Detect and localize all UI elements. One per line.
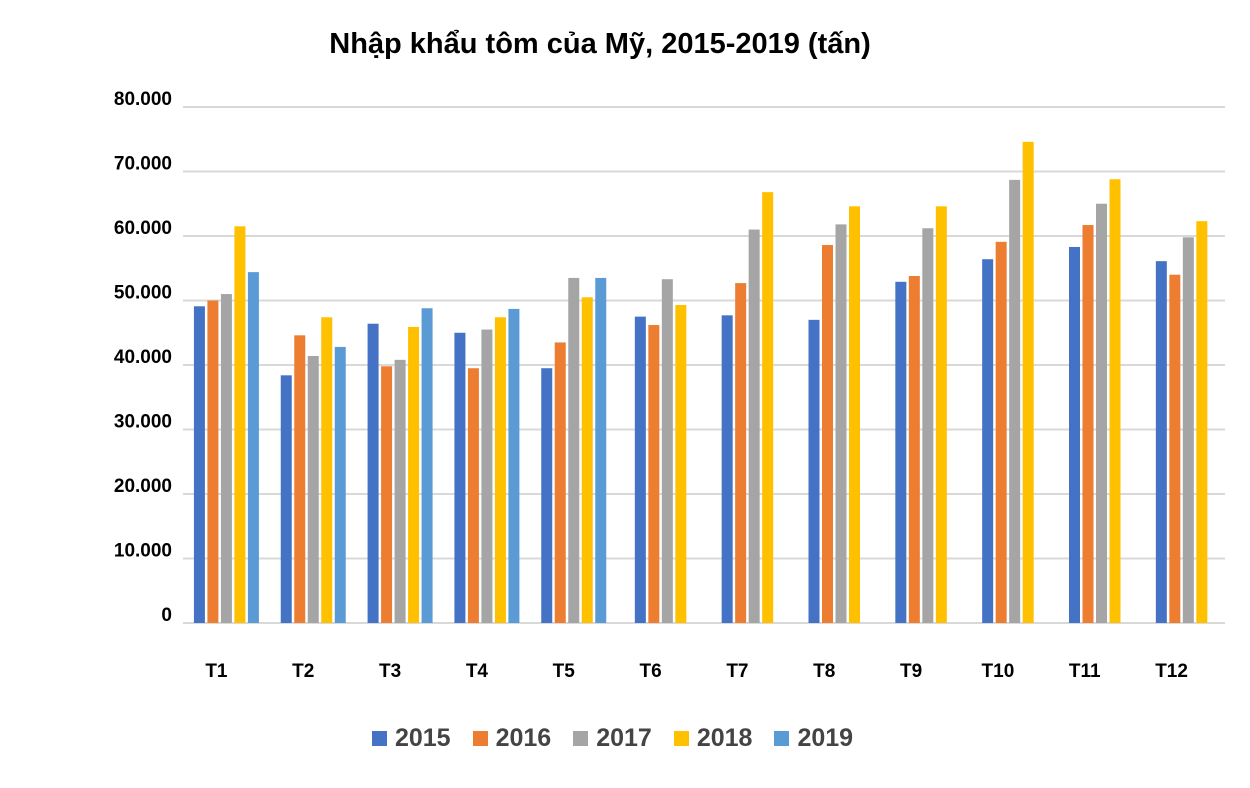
legend-item-2015: 2015 bbox=[371, 724, 451, 753]
bar-2016-T3 bbox=[381, 366, 393, 623]
y-tick-label: 60.000 bbox=[114, 218, 172, 239]
bar-2017-T3 bbox=[394, 359, 406, 623]
bar-2015-T4 bbox=[454, 332, 466, 623]
x-tick-label: T6 bbox=[639, 661, 661, 682]
bar-2018-T5 bbox=[581, 297, 593, 623]
legend-label: 2016 bbox=[495, 724, 552, 752]
bar-2018-T8 bbox=[849, 206, 860, 623]
y-tick-label: 40.000 bbox=[114, 347, 172, 368]
bar-2018-T12 bbox=[1196, 221, 1208, 624]
legend-item-2019: 2019 bbox=[774, 724, 853, 753]
bar-2015-T9 bbox=[895, 281, 907, 623]
legend: 2015 2016 2017 2018 2019 bbox=[0, 724, 1225, 753]
bar-2015-T2 bbox=[280, 375, 292, 623]
bar-2017-T1 bbox=[220, 294, 232, 623]
bar-2017-T6 bbox=[661, 279, 673, 623]
y-tick-label: 10.000 bbox=[114, 541, 172, 562]
y-tick-label: 30.000 bbox=[114, 412, 172, 433]
x-tick-label: T2 bbox=[292, 661, 314, 682]
bar-2016-T12 bbox=[1169, 274, 1181, 623]
x-tick-label: T1 bbox=[205, 661, 228, 682]
legend-label: 2018 bbox=[696, 724, 753, 752]
bar-2016-T11 bbox=[1082, 225, 1094, 623]
bar-2017-T10 bbox=[1009, 179, 1021, 623]
bar-2017-T7 bbox=[748, 229, 760, 624]
x-tick-label: T4 bbox=[466, 661, 489, 682]
x-tick-label: T10 bbox=[982, 661, 1015, 682]
bar-2016-T10 bbox=[995, 241, 1007, 623]
x-tick-label: T11 bbox=[1069, 661, 1101, 682]
legend-item-2016: 2016 bbox=[472, 724, 552, 753]
y-tick-label: 0 bbox=[161, 605, 172, 626]
y-tick-label: 20.000 bbox=[114, 476, 172, 497]
bar-2019-T5 bbox=[595, 277, 607, 623]
legend-swatch bbox=[371, 731, 387, 746]
x-tick-label: T5 bbox=[553, 661, 576, 682]
legend-item-2017: 2017 bbox=[573, 724, 652, 753]
bar-2018-T7 bbox=[762, 192, 774, 623]
bar-2018-T2 bbox=[321, 317, 333, 623]
legend-label: 2017 bbox=[596, 724, 652, 752]
bar-2016-T5 bbox=[554, 342, 566, 623]
bar-2015-T6 bbox=[634, 316, 646, 623]
legend-swatch bbox=[774, 731, 790, 746]
bar-2017-T4 bbox=[481, 329, 493, 623]
bar-2015-T12 bbox=[1155, 261, 1167, 623]
bar-2016-T7 bbox=[735, 283, 747, 623]
bar-2019-T3 bbox=[421, 308, 433, 623]
bar-2018-T6 bbox=[675, 305, 687, 623]
bar-2016-T6 bbox=[648, 325, 660, 623]
legend-swatch bbox=[673, 731, 689, 746]
x-tick-label: T7 bbox=[726, 661, 748, 682]
bar-2018-T9 bbox=[935, 206, 947, 623]
bar-2015-T1 bbox=[193, 306, 205, 623]
bar-2017-T12 bbox=[1182, 237, 1194, 624]
bar-2015-T8 bbox=[808, 319, 820, 623]
bar-2018-T1 bbox=[234, 226, 246, 623]
x-tick-label: T9 bbox=[900, 661, 922, 682]
bar-2016-T4 bbox=[467, 368, 479, 623]
legend-label: 2015 bbox=[394, 724, 451, 752]
bar-2017-T8 bbox=[835, 224, 847, 623]
bar-2017-T2 bbox=[307, 355, 319, 623]
legend-swatch bbox=[573, 731, 589, 746]
bar-2019-T1 bbox=[247, 272, 259, 623]
bar-2015-T7 bbox=[721, 315, 733, 623]
bar-2015-T3 bbox=[367, 323, 379, 623]
bar-2018-T10 bbox=[1022, 141, 1034, 623]
bar-2015-T11 bbox=[1069, 246, 1080, 623]
bar-2015-T5 bbox=[541, 368, 553, 623]
bar-2017-T5 bbox=[568, 277, 580, 623]
bar-2017-T11 bbox=[1096, 203, 1107, 623]
x-tick-label: T3 bbox=[379, 661, 401, 682]
y-tick-label: 50.000 bbox=[114, 283, 172, 304]
legend-item-2018: 2018 bbox=[673, 724, 753, 753]
bar-2018-T11 bbox=[1109, 179, 1121, 624]
bar-2016-T8 bbox=[822, 245, 833, 623]
bar-2017-T9 bbox=[922, 228, 934, 623]
bar-2018-T4 bbox=[494, 317, 506, 623]
bar-2019-T2 bbox=[334, 346, 346, 623]
chart-title: Nhập khẩu tôm của Mỹ, 2015-2019 (tấn) bbox=[329, 28, 871, 60]
legend-swatch bbox=[472, 731, 488, 746]
bar-2018-T3 bbox=[408, 326, 420, 623]
bar-2016-T2 bbox=[294, 335, 306, 623]
bar-2016-T1 bbox=[207, 300, 219, 623]
y-tick-label: 70.000 bbox=[114, 154, 172, 175]
bar-2019-T4 bbox=[508, 308, 520, 623]
x-tick-label: T8 bbox=[813, 661, 835, 682]
x-tick-label: T12 bbox=[1155, 661, 1188, 682]
bar-2015-T10 bbox=[982, 259, 994, 623]
legend-label: 2019 bbox=[797, 724, 854, 752]
y-tick-label: 80.000 bbox=[114, 89, 172, 110]
bar-2016-T9 bbox=[908, 275, 920, 623]
